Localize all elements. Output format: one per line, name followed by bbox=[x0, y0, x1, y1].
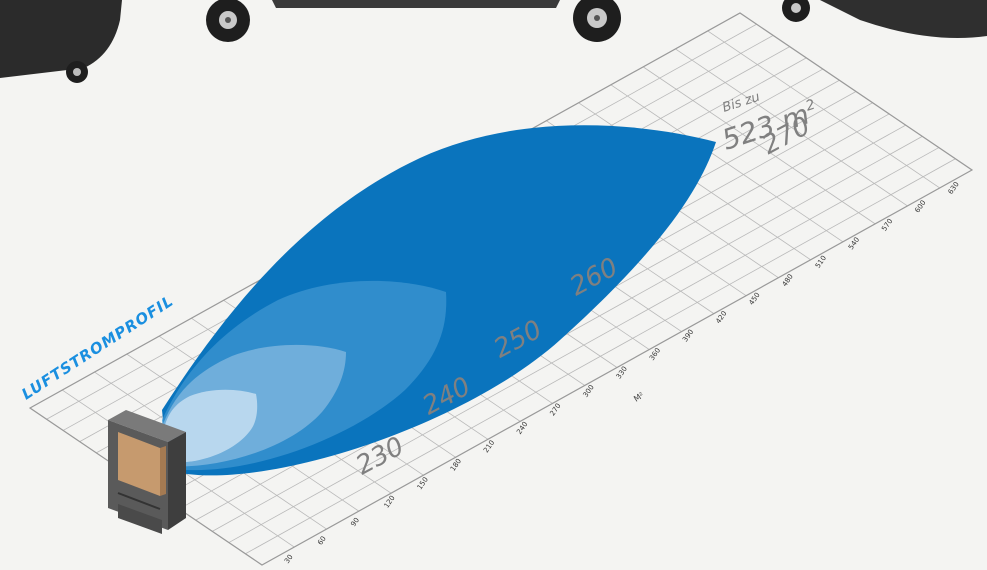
cooler-body-right bbox=[820, 0, 987, 38]
grid-line-long bbox=[245, 158, 956, 555]
grid-line-long bbox=[228, 147, 940, 543]
grid-border bbox=[28, 12, 974, 566]
grid-line-long bbox=[212, 136, 923, 532]
air-cooler-wheel-icon bbox=[66, 0, 810, 83]
airflow-lobe-4 bbox=[164, 389, 258, 463]
air-cooler-unit-icon bbox=[108, 410, 186, 534]
unit-label: M² bbox=[632, 391, 645, 404]
tick-label: 60 bbox=[316, 535, 328, 547]
background-coolers bbox=[0, 0, 987, 83]
tick-label: 90 bbox=[349, 516, 361, 528]
tick-label: 30 bbox=[283, 553, 295, 565]
cooler-body-left bbox=[0, 0, 122, 78]
airflow-lobes bbox=[162, 125, 716, 476]
section-title: LUFTSTROMPROFIL bbox=[18, 292, 177, 404]
cooler-base-center bbox=[272, 0, 560, 8]
